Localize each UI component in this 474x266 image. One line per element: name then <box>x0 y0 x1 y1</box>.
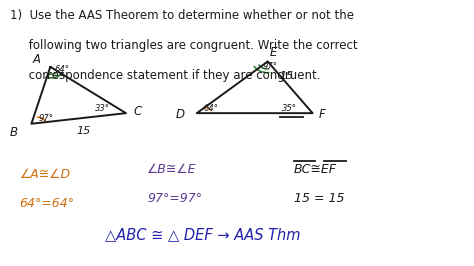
Text: ∠A≅∠D: ∠A≅∠D <box>19 168 71 181</box>
Text: 64°: 64° <box>204 103 219 113</box>
Text: 1)  Use the AAS Theorem to determine whether or not the: 1) Use the AAS Theorem to determine whet… <box>10 9 354 22</box>
Text: 64°=64°: 64°=64° <box>19 197 74 210</box>
Text: 15: 15 <box>76 126 91 136</box>
Text: BC≅EF: BC≅EF <box>294 163 337 176</box>
Text: 15: 15 <box>280 71 294 81</box>
Text: △ABC ≅ △ DEF → AAS Thm: △ABC ≅ △ DEF → AAS Thm <box>105 227 300 242</box>
Text: E: E <box>270 46 277 59</box>
Text: 35°: 35° <box>282 104 297 113</box>
Text: F: F <box>318 108 325 121</box>
Text: correspondence statement if they are congruent.: correspondence statement if they are con… <box>10 69 320 82</box>
Text: 15 = 15: 15 = 15 <box>294 192 344 205</box>
Text: D: D <box>176 108 185 121</box>
Text: 64°: 64° <box>54 65 69 74</box>
Text: C: C <box>133 105 141 118</box>
Text: 97°=97°: 97°=97° <box>147 192 202 205</box>
Text: A: A <box>33 52 41 65</box>
Text: following two triangles are congruent. Write the correct: following two triangles are congruent. W… <box>10 39 358 52</box>
Text: ∠B≅∠E: ∠B≅∠E <box>147 163 197 176</box>
Text: B: B <box>9 126 17 139</box>
Text: 33°: 33° <box>95 104 110 113</box>
Text: 97°: 97° <box>38 114 54 123</box>
Text: 97°: 97° <box>263 63 278 72</box>
